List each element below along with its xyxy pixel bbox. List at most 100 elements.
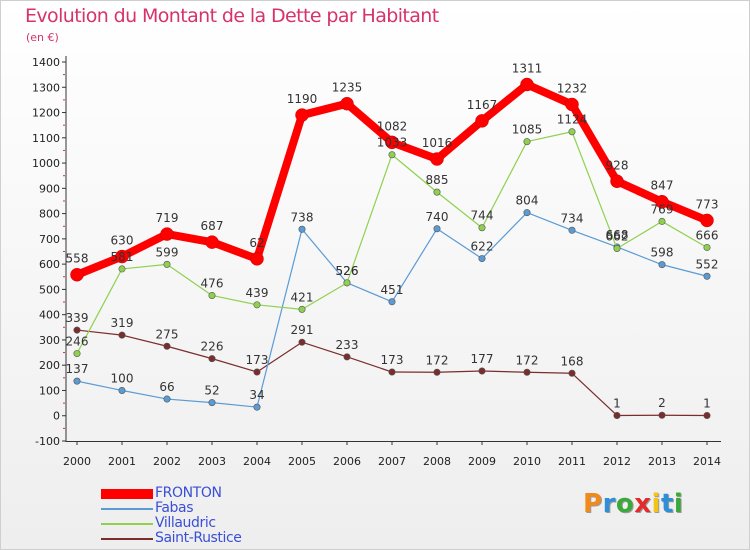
data-label-fronton: 1082 bbox=[377, 119, 408, 133]
data-point-fronton bbox=[610, 174, 624, 189]
data-label-villaudric: 599 bbox=[156, 245, 179, 259]
data-label-saint-rustice: 233 bbox=[336, 338, 359, 352]
data-label-fronton: 687 bbox=[201, 219, 224, 233]
y-tick-label: 700 bbox=[39, 233, 60, 246]
data-point-saint-rustice bbox=[388, 368, 396, 376]
data-point-fabas bbox=[163, 395, 171, 403]
data-label-fronton: 1016 bbox=[422, 136, 453, 150]
y-tick-label: 0 bbox=[53, 410, 60, 423]
data-label-fronton: 773 bbox=[696, 197, 719, 211]
data-label-villaudric: 662 bbox=[606, 229, 629, 243]
x-tick-label: 2013 bbox=[648, 455, 676, 468]
y-tick-label: 900 bbox=[39, 182, 60, 195]
legend: FRONTON Fabas Villaudric Saint-Rustice bbox=[101, 486, 242, 546]
legend-item-saint-rustice[interactable]: Saint-Rustice bbox=[101, 531, 242, 546]
data-point-fronton bbox=[700, 213, 714, 228]
legend-label: FRONTON bbox=[155, 485, 222, 501]
y-tick-label: -100 bbox=[35, 435, 60, 448]
legend-label: Villaudric bbox=[155, 515, 216, 531]
legend-swatch bbox=[101, 488, 153, 499]
data-label-fabas: 668 bbox=[606, 228, 629, 242]
data-label-saint-rustice: 173 bbox=[246, 353, 269, 367]
y-tick-label: 100 bbox=[39, 384, 60, 397]
data-label-saint-rustice: 172 bbox=[516, 353, 539, 367]
data-label-saint-rustice: 339 bbox=[66, 311, 89, 325]
y-tick-label: 500 bbox=[39, 283, 60, 296]
data-point-fronton bbox=[340, 96, 354, 111]
data-label-fronton: 719 bbox=[156, 211, 179, 225]
chart-title: Evolution du Montant de la Dette par Hab… bbox=[25, 5, 439, 27]
y-tick-label: 400 bbox=[39, 309, 60, 322]
data-label-fabas: 52 bbox=[204, 384, 219, 398]
data-point-villaudric bbox=[73, 350, 81, 358]
data-label-fronton: 630 bbox=[111, 234, 134, 248]
data-point-saint-rustice bbox=[163, 342, 171, 350]
data-point-fabas bbox=[523, 209, 531, 217]
data-point-saint-rustice bbox=[118, 331, 126, 339]
data-point-villaudric bbox=[478, 224, 486, 232]
data-label-fronton: 1167 bbox=[467, 98, 498, 112]
data-label-villaudric: 1124 bbox=[557, 113, 588, 127]
data-point-fronton bbox=[70, 267, 84, 282]
data-label-villaudric: 581 bbox=[111, 250, 134, 264]
y-tick-label: 1200 bbox=[32, 107, 60, 120]
data-point-fronton bbox=[205, 235, 219, 249]
x-tick-label: 2004 bbox=[243, 455, 271, 468]
x-tick-label: 2009 bbox=[468, 455, 496, 468]
x-tick-label: 2006 bbox=[333, 455, 361, 468]
data-label-villaudric: 246 bbox=[66, 335, 89, 349]
data-label-fronton: 847 bbox=[651, 179, 674, 193]
data-point-saint-rustice bbox=[298, 338, 306, 346]
x-tick-label: 2002 bbox=[153, 455, 181, 468]
data-point-villaudric bbox=[208, 291, 216, 299]
x-tick-label: 2001 bbox=[108, 455, 136, 468]
data-label-fronton: 928 bbox=[606, 158, 629, 172]
legend-label: Saint-Rustice bbox=[155, 530, 242, 546]
legend-item-fronton[interactable]: FRONTON bbox=[101, 486, 242, 501]
data-point-fronton bbox=[475, 114, 489, 128]
data-label-saint-rustice: 319 bbox=[111, 316, 134, 330]
data-point-villaudric bbox=[388, 151, 396, 159]
chart-subtitle: (en €) bbox=[26, 31, 59, 44]
data-label-fabas: 66 bbox=[159, 380, 174, 394]
data-label-saint-rustice: 291 bbox=[291, 323, 314, 337]
data-point-villaudric bbox=[118, 265, 126, 273]
data-label-fabas: 137 bbox=[66, 362, 89, 376]
data-label-fabas: 740 bbox=[426, 210, 449, 224]
x-tick-label: 2008 bbox=[423, 455, 451, 468]
legend-item-fabas[interactable]: Fabas bbox=[101, 501, 242, 516]
data-label-villaudric: 421 bbox=[291, 290, 314, 304]
data-point-villaudric bbox=[163, 260, 171, 268]
data-label-fabas: 804 bbox=[516, 194, 539, 208]
data-point-villaudric bbox=[523, 138, 531, 146]
data-point-fabas bbox=[118, 386, 126, 394]
data-label-fabas: 451 bbox=[381, 283, 404, 297]
data-point-fronton bbox=[385, 135, 399, 150]
data-label-villaudric: 1085 bbox=[512, 123, 543, 137]
data-point-fabas bbox=[298, 225, 306, 233]
y-tick-label: 1400 bbox=[32, 56, 60, 69]
data-label-saint-rustice: 275 bbox=[156, 327, 179, 341]
data-label-saint-rustice: 168 bbox=[561, 354, 584, 368]
data-point-villaudric bbox=[298, 305, 306, 313]
legend-item-villaudric[interactable]: Villaudric bbox=[101, 516, 242, 531]
data-point-villaudric bbox=[343, 279, 351, 287]
x-tick-label: 2000 bbox=[63, 455, 91, 468]
data-point-fronton bbox=[295, 108, 309, 122]
data-label-fronton: 62 bbox=[249, 236, 264, 250]
data-point-saint-rustice bbox=[523, 368, 531, 376]
data-label-fabas: 34 bbox=[249, 388, 264, 402]
data-label-fronton: 1311 bbox=[512, 61, 543, 75]
data-label-fronton: 1232 bbox=[557, 81, 588, 95]
x-tick-label: 2014 bbox=[693, 455, 721, 468]
y-tick-label: 1300 bbox=[32, 81, 60, 94]
data-point-saint-rustice bbox=[253, 368, 261, 376]
data-label-villaudric: 476 bbox=[201, 276, 224, 290]
x-tick-label: 2011 bbox=[558, 455, 586, 468]
data-point-fabas bbox=[388, 298, 396, 306]
y-tick-label: 800 bbox=[39, 208, 60, 221]
data-point-saint-rustice bbox=[613, 411, 621, 419]
x-tick-label: 2007 bbox=[378, 455, 406, 468]
